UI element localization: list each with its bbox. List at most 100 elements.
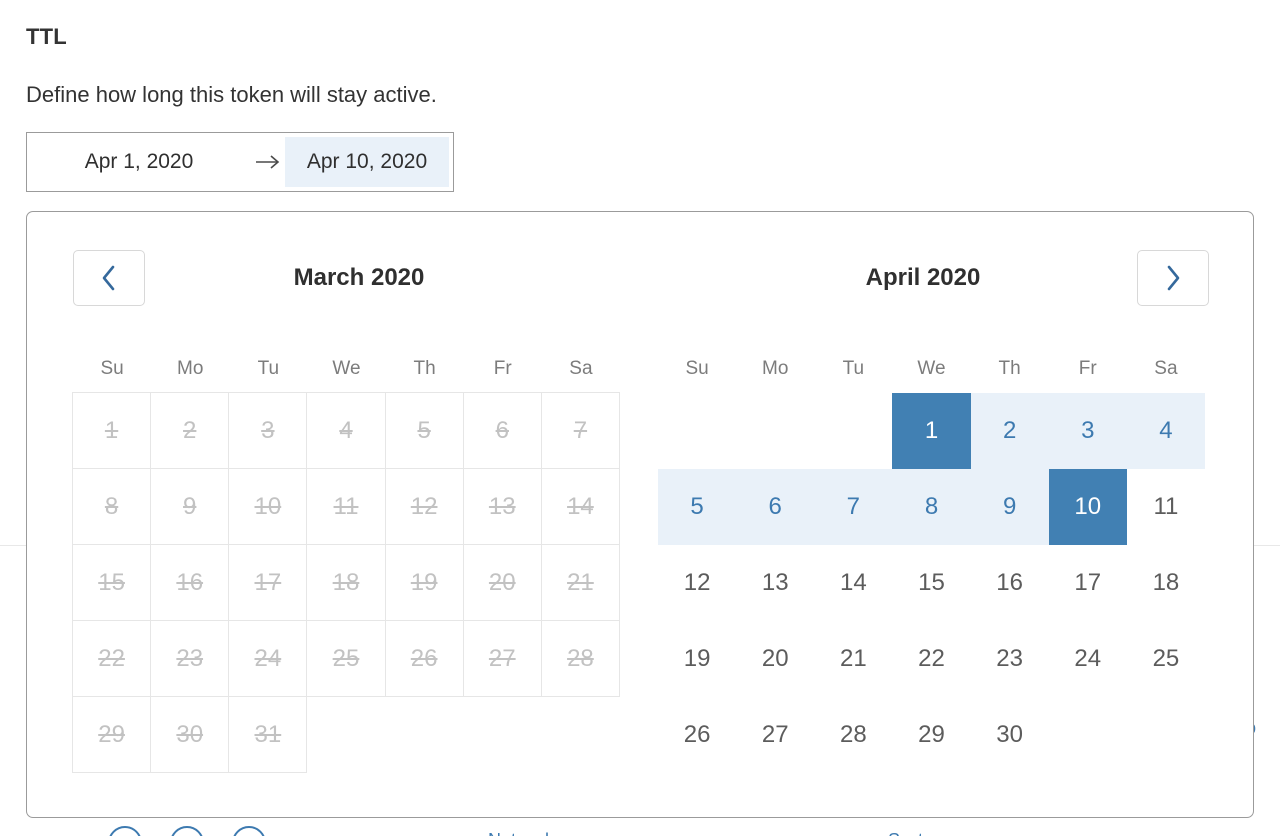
day-cell[interactable]: 30 [996, 721, 1023, 748]
day-cell[interactable]: 23 [996, 645, 1023, 672]
weekday-header-row: Su Mo Tu We Th Fr Sa [658, 345, 1205, 393]
day-cell: 21 [540, 544, 620, 621]
day-cell: 14 [540, 468, 620, 545]
weekday-fr: Fr [493, 358, 512, 379]
section-description: Define how long this token will stay act… [26, 82, 437, 107]
day-cell[interactable]: 25 [1152, 645, 1180, 672]
month-title-right: April 2020 [865, 264, 981, 291]
day-cell: 24 [228, 620, 308, 697]
day-cell: 6 [462, 392, 542, 469]
weekday-header-row: Su Mo Tu We Th Fr Sa [73, 345, 620, 393]
background-circle-icon [232, 826, 266, 836]
day-cell[interactable]: 20 [761, 645, 789, 672]
day-cell: 19 [384, 544, 464, 621]
weekday-sa: Sa [569, 358, 593, 379]
day-cell[interactable]: 11 [1153, 493, 1179, 520]
calendar-header: March 2020 April 2020 [27, 212, 1253, 332]
weekday-tu: Tu [257, 358, 280, 379]
day-grid-left: 1 2 3 4 5 6 7 8 9 10 11 12 13 14 15 16 17 18 19 20 21 22 23 24 2… [72, 392, 620, 773]
day-cell: 28 [540, 620, 620, 697]
day-cell: 26 [384, 620, 464, 697]
day-cell: 20 [462, 544, 542, 621]
day-cell-empty [736, 393, 814, 469]
day-cell[interactable]: 5 [658, 469, 737, 545]
day-cell[interactable]: 12 [683, 569, 711, 596]
weekday-sa: Sa [1154, 358, 1178, 379]
day-cell: 9 [150, 468, 230, 545]
day-cell[interactable]: 10 [1048, 469, 1127, 545]
day-cell[interactable]: 27 [761, 721, 789, 748]
day-cell[interactable]: 8 [892, 469, 971, 545]
weekday-su: Su [100, 358, 124, 379]
arrow-right-icon [251, 133, 285, 191]
day-cell[interactable]: 22 [918, 645, 945, 672]
background-bottom-label: Network [488, 830, 554, 836]
day-cell: 8 [72, 468, 152, 545]
day-cell[interactable]: 21 [840, 645, 867, 672]
day-cell: 18 [306, 544, 386, 621]
weekday-we: We [917, 358, 946, 379]
weekday-mo: Mo [762, 358, 789, 379]
day-cell[interactable]: 15 [918, 569, 945, 596]
day-cell: 16 [150, 544, 230, 621]
previous-month-button[interactable] [73, 250, 145, 306]
day-cell: 15 [72, 544, 152, 621]
day-cell[interactable]: 24 [1074, 645, 1102, 672]
weekday-th: Th [998, 358, 1021, 379]
day-cell: 31 [228, 696, 308, 773]
day-cell[interactable]: 9 [970, 469, 1049, 545]
day-cell: 27 [462, 620, 542, 697]
day-cell[interactable]: 6 [736, 469, 815, 545]
weekday-we: We [332, 358, 361, 379]
chevron-right-icon [1164, 264, 1182, 292]
page-title: TTL [26, 24, 67, 49]
day-cell[interactable]: 3 [1048, 393, 1127, 469]
day-cell: 10 [228, 468, 308, 545]
weekday-fr: Fr [1078, 358, 1097, 379]
day-cell[interactable]: 26 [683, 721, 711, 748]
month-pane-left: Su Mo Tu We Th Fr Sa 1 2 3 4 5 6 7 8 9 10 11 12 13 14 15 16 17… [72, 345, 620, 773]
date-range-input[interactable]: Apr 1, 2020 Apr 10, 2020 [26, 132, 454, 192]
day-cell: 13 [462, 468, 542, 545]
month-pane-right: Su Mo Tu We Th Fr Sa 1 2 3 4 5 6 7 8 9 10 11 12 13 14 15 16 17… [658, 345, 1205, 773]
day-cell[interactable]: 16 [996, 569, 1023, 596]
day-cell[interactable]: 7 [814, 469, 893, 545]
background-circle-icon [108, 826, 142, 836]
range-end-value[interactable]: Apr 10, 2020 [285, 137, 449, 187]
day-cell: 22 [72, 620, 152, 697]
weekday-su: Su [685, 358, 709, 379]
day-cell[interactable]: 4 [1126, 393, 1205, 469]
day-cell: 4 [306, 392, 386, 469]
day-cell: 3 [228, 392, 308, 469]
day-cell-empty [658, 393, 736, 469]
background-circle-icon [170, 826, 204, 836]
day-cell[interactable]: 14 [840, 569, 867, 596]
day-cell[interactable]: 17 [1074, 569, 1102, 596]
day-cell[interactable]: 29 [918, 721, 945, 748]
day-cell[interactable]: 18 [1152, 569, 1180, 596]
day-cell: 7 [540, 392, 620, 469]
day-cell[interactable]: 1 [892, 393, 971, 469]
day-cell: 2 [150, 392, 230, 469]
day-cell: 23 [150, 620, 230, 697]
day-cell: 25 [306, 620, 386, 697]
day-cell: 30 [150, 696, 230, 773]
background-bottom-row: Network System [0, 818, 1280, 836]
day-cell: 5 [384, 392, 464, 469]
range-start-value[interactable]: Apr 1, 2020 [84, 150, 194, 173]
background-bottom-label: System [888, 830, 948, 836]
next-month-button[interactable] [1137, 250, 1209, 306]
day-cell[interactable]: 2 [970, 393, 1049, 469]
day-cell[interactable]: 19 [683, 645, 711, 672]
day-cell[interactable]: 13 [761, 569, 789, 596]
weekday-th: Th [413, 358, 436, 379]
month-title-left: March 2020 [293, 264, 425, 291]
day-cell: 29 [72, 696, 152, 773]
day-cell: 12 [384, 468, 464, 545]
day-cell: 1 [72, 392, 152, 469]
day-cell[interactable]: 28 [840, 721, 867, 748]
chevron-left-icon [100, 264, 118, 292]
weekday-mo: Mo [177, 358, 204, 379]
day-grid-right: 1 2 3 4 5 6 7 8 9 10 11 12 13 14 15 16 17 18 19 20 21 22 23 24 2… [658, 393, 1205, 773]
